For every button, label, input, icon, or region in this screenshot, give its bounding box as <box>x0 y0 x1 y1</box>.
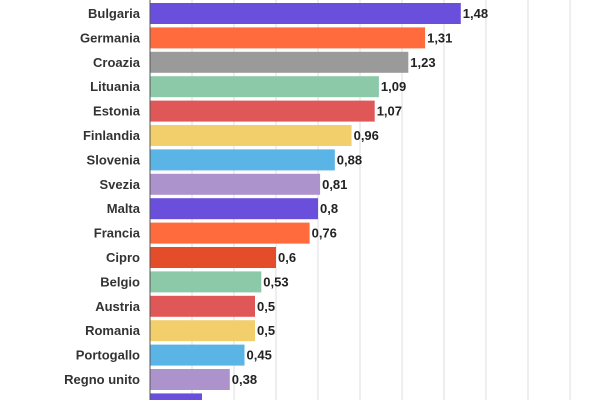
category-label: Estonia <box>93 104 141 119</box>
bar <box>150 173 321 195</box>
value-label: 0,5 <box>257 323 275 338</box>
value-label: 0,5 <box>257 299 275 314</box>
category-label: Slovenia <box>87 152 141 167</box>
value-labels: 1,48 1,31 1,23 1,09 1,07 0,96 0,88 0,81 0,8 0,76 0… <box>232 6 488 387</box>
category-label: Malta <box>107 201 141 216</box>
category-label: Belgio <box>100 274 140 289</box>
category-labels: Bulgaria Germania Croazia Lituania Estonia Fi… <box>64 6 141 387</box>
value-label: 0,53 <box>263 274 288 289</box>
value-label: 1,23 <box>410 55 435 70</box>
value-label: 0,8 <box>320 201 338 216</box>
value-label: 0,45 <box>247 348 272 363</box>
bar <box>150 76 379 98</box>
value-label: 1,09 <box>381 79 406 94</box>
value-label: 1,48 <box>463 6 488 21</box>
category-label: Romania <box>85 323 141 338</box>
bar <box>150 100 375 122</box>
bar <box>150 295 255 317</box>
category-label: Portogallo <box>76 348 140 363</box>
category-label: Svezia <box>100 177 141 192</box>
category-label: Croazia <box>93 55 141 70</box>
bar <box>150 198 318 220</box>
value-label: 0,6 <box>278 250 296 265</box>
category-label: Austria <box>95 299 141 314</box>
bar <box>150 344 245 366</box>
category-label: Francia <box>94 226 141 241</box>
category-label: Finlandia <box>83 128 141 143</box>
bar-partial <box>150 393 202 400</box>
bars <box>150 3 461 400</box>
bar <box>150 222 310 244</box>
bar <box>150 369 230 390</box>
category-label: Regno unito <box>64 372 140 387</box>
bar <box>150 51 409 73</box>
value-label: 0,96 <box>354 128 379 143</box>
bar <box>150 271 262 293</box>
bar <box>150 27 426 49</box>
bar <box>150 247 276 268</box>
value-label: 0,88 <box>337 152 362 167</box>
bar <box>150 3 461 24</box>
bar <box>150 320 255 342</box>
category-label: Bulgaria <box>88 6 141 21</box>
category-label: Germania <box>80 30 141 45</box>
value-label: 1,31 <box>427 30 452 45</box>
value-label: 0,38 <box>232 372 257 387</box>
bar <box>150 149 335 171</box>
category-label: Lituania <box>90 79 141 94</box>
value-label: 0,81 <box>322 177 347 192</box>
bar <box>150 125 352 146</box>
category-label: Cipro <box>106 250 140 265</box>
value-label: 0,76 <box>312 226 337 241</box>
value-label: 1,07 <box>377 104 402 119</box>
